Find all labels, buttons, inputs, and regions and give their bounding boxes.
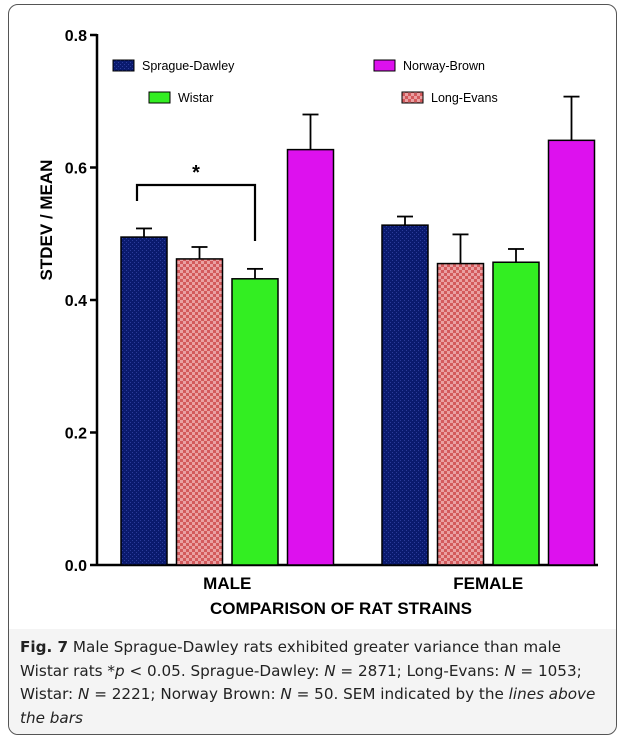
y-tick-label: 0.6	[65, 161, 87, 178]
bar-wistar-female	[492, 261, 540, 566]
legend-label-wistar: Wistar	[178, 91, 213, 105]
caption-italic-end: lines above the bars	[20, 685, 596, 727]
significance-star: *	[192, 162, 200, 184]
caption-n2: = 1053; Wistar:	[20, 661, 582, 704]
bar-norway-brown-female	[547, 139, 596, 566]
y-tick-label: 0.0	[65, 558, 87, 575]
y-tick-label: 0.4	[65, 293, 87, 310]
bar-sprague-dawley-male	[120, 236, 168, 566]
significance-bracket	[135, 183, 257, 241]
caption-n3-symbol: N	[78, 685, 90, 703]
caption-n1-symbol: N	[324, 661, 336, 680]
caption-n4-symbol: N	[280, 685, 292, 703]
x-axis-label: COMPARISON OF RAT STRAINS	[210, 599, 472, 618]
legend-label-norway-brown: Norway-Brown	[403, 59, 485, 73]
caption-n2-symbol: N	[504, 661, 516, 680]
bar-sprague-dawley-female	[381, 224, 429, 566]
bar-chart: 0.0 0.2 0.4 0.6 0.8 MALE FEMALE * Sprague-Dawl…	[37, 28, 598, 618]
caption-n1: = 2871; Long-Evans:	[335, 661, 505, 680]
caption-p: p	[115, 661, 125, 680]
y-axis-label: STDEV / MEAN	[37, 160, 56, 281]
caption-text-2: < 0.05. Sprague-Dawley:	[124, 661, 325, 680]
bar-long-evans-female	[436, 262, 485, 566]
caption-n4: = 50. SEM indicated by the	[291, 685, 509, 703]
caption-text-1: Male Sprague-Dawley rats exhibited great…	[20, 638, 562, 680]
bar-norway-brown-male	[286, 148, 335, 566]
y-tick-label: 0.8	[65, 28, 87, 45]
y-tick-label: 0.2	[65, 426, 87, 443]
legend-swatch-long-evans	[401, 91, 424, 104]
legend-swatch-sprague-dawley	[112, 59, 135, 72]
caption-n3: = 2221; Norway Brown:	[89, 685, 281, 703]
legend-swatch-norway-brown	[373, 59, 396, 72]
caption-background	[9, 629, 616, 734]
figure-caption: Fig. 7 Male Sprague-Dawley rats exhibite…	[20, 636, 610, 730]
legend-swatch-wistar	[148, 91, 171, 104]
bar-long-evans-male	[175, 258, 224, 566]
figure-label: Fig. 7	[20, 638, 69, 656]
x-tick-label-female: FEMALE	[453, 574, 523, 593]
legend-label-long-evans: Long-Evans	[431, 91, 498, 105]
legend-label-sprague-dawley: Sprague-Dawley	[142, 59, 235, 73]
bar-wistar-male	[231, 278, 279, 566]
x-tick-label-male: MALE	[203, 574, 251, 593]
figure-frame	[8, 4, 617, 735]
